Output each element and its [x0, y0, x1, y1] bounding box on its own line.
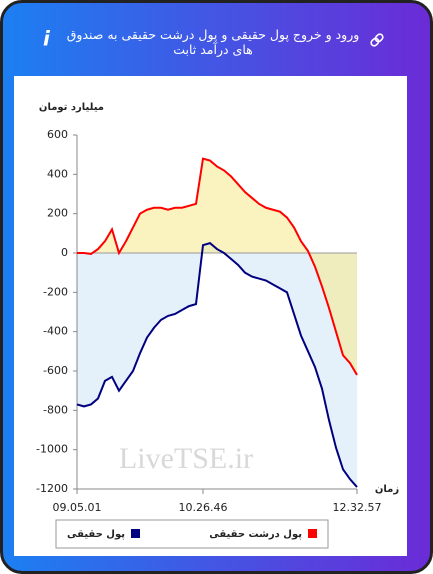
legend-swatch	[308, 529, 317, 538]
area	[77, 243, 357, 488]
y-axis-label: میلیارد تومان	[39, 102, 104, 113]
watermark: LiveTSE.ir	[119, 442, 253, 475]
x-tick-label: 12.32.57	[333, 501, 382, 514]
y-tick-label: 600	[47, 128, 68, 141]
y-tick-label: -1000	[36, 443, 68, 456]
x-tick-label: 09.05.01	[53, 501, 102, 514]
y-tick-label: -1200	[36, 482, 68, 495]
y-tick-label: -600	[43, 364, 68, 377]
x-axis-label: زمان	[375, 484, 399, 495]
y-tick-label: 200	[47, 207, 68, 220]
chart: i میلیارد تومان زمان LiveTSE.ir -1200 -10…	[36, 27, 399, 549]
area	[77, 158, 357, 375]
y-tick-label: -800	[43, 403, 68, 416]
info-icon[interactable]: i	[43, 27, 51, 51]
line	[77, 157, 358, 376]
x-tick-label: 10.26.46	[179, 501, 228, 514]
y-tick-label: 0	[61, 246, 68, 259]
line	[76, 242, 358, 488]
y-tick-label: -200	[43, 285, 68, 298]
link-icon[interactable]	[370, 33, 384, 47]
y-tick-label: 400	[47, 167, 68, 180]
legend-label: پول حقیقی	[67, 529, 125, 540]
legend-swatch	[131, 529, 140, 538]
header-title: ورود و خروج پول حقیقی و پول درشت حقیقی ب…	[66, 27, 360, 57]
y-tick-label: -400	[43, 325, 68, 338]
legend-label: پول درشت حقیقی	[209, 529, 302, 540]
legend	[55, 519, 329, 549]
